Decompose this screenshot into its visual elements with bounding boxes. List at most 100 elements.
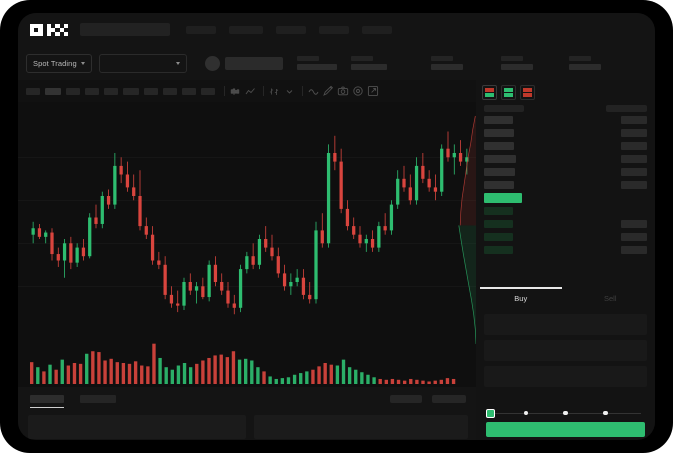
fullscreen-icon[interactable] [367,85,379,97]
slider-handle[interactable] [486,408,495,418]
candle-body [157,260,161,265]
toolbar-divider [224,86,225,96]
orders-tab-1[interactable] [30,395,64,408]
order-book-row[interactable] [484,206,647,215]
volume-bar [317,366,321,384]
volume-bar [451,378,456,384]
timeframe-option-5[interactable] [104,87,118,95]
volume-bar [36,367,40,384]
candle-body [352,226,356,235]
candle-body [458,153,463,162]
order-book-column-headers [476,100,655,112]
timeframe-option-6[interactable] [123,87,139,95]
volume-bar [97,352,101,384]
volume-bar [78,363,83,384]
spot-trading-dropdown[interactable]: Spot Trading [26,53,92,73]
nav-item-1[interactable] [186,25,216,34]
market-stat-3 [430,56,463,70]
stat-value [430,64,463,70]
volume-bar [421,380,425,384]
nav-item-2[interactable] [229,25,263,34]
order-book-row[interactable] [484,245,647,254]
order-book-price [484,141,514,150]
volume-bar [311,369,315,384]
orderbook-mode-bids[interactable] [501,85,516,100]
slider-step-dot[interactable] [563,410,568,416]
timeframe-option-8[interactable] [163,87,177,95]
order-book-row[interactable] [484,219,647,228]
order-book-row[interactable] [484,167,647,176]
volume-bar [415,379,419,384]
candle-body [364,239,368,244]
order-book-row[interactable] [484,128,647,137]
tab-sell[interactable]: Sell [603,293,617,303]
candle-body [31,228,35,235]
chevron-down-icon[interactable] [283,85,295,97]
buy-sell-tabs: Buy Sell [476,287,655,309]
volume-bar [60,359,64,384]
volume-bar [225,357,230,384]
timeframe-option-9[interactable] [182,87,196,95]
order-book-row[interactable] [484,115,647,124]
slider-step-dot[interactable] [523,410,529,416]
candle-body [427,178,431,188]
line-chart-icon[interactable] [244,85,256,97]
order-form-field-2[interactable] [484,340,647,361]
amount-percent-slider[interactable] [486,408,645,418]
orders-action-1[interactable] [390,395,422,403]
timeframe-option-10[interactable] [201,87,215,95]
order-book-row[interactable] [484,154,647,163]
order-form-field-1[interactable] [484,314,647,335]
order-book-amount-header [606,105,647,112]
orders-tabs [18,387,476,409]
logo-pixel [38,27,43,32]
submit-order-button[interactable] [486,422,645,437]
candle-body [282,273,287,287]
timeframe-option-2[interactable] [45,87,61,95]
timeframe-option-4[interactable] [85,87,99,95]
candle-body [194,286,199,291]
orders-action-2[interactable] [432,395,466,403]
volume-bar [188,367,193,384]
candlestick-chart-icon[interactable] [229,85,241,97]
bar-chart-icon[interactable] [268,85,280,97]
camera-icon[interactable] [337,85,349,97]
order-book-amount [621,180,647,189]
slider-step-dot[interactable] [603,410,608,416]
timeframe-list [26,87,220,95]
candle-body [383,226,387,231]
trading-pair-select[interactable] [98,53,187,73]
tab-buy[interactable]: Buy [476,287,566,309]
timeframe-option-1[interactable] [26,87,40,95]
candle-body [125,174,130,188]
candle-body [50,232,54,255]
wave-indicator-icon[interactable] [307,85,319,97]
candlestick-chart-canvas [18,115,476,384]
orders-tab-2[interactable] [80,395,116,403]
order-book-row[interactable] [484,180,647,189]
candle-body [289,282,293,287]
search-input[interactable] [80,23,170,36]
nav-item-3[interactable] [276,25,306,34]
timeframe-option-3[interactable] [66,87,80,95]
candle-body [396,178,400,205]
stat-value [568,64,601,70]
orderbook-mode-asks[interactable] [520,85,535,100]
order-book-row[interactable] [484,192,647,203]
order-book-row[interactable] [484,141,647,150]
candle-body [408,187,412,201]
nav-item-4[interactable] [319,25,349,34]
volume-bar [402,380,407,384]
nav-item-5[interactable] [362,25,392,34]
okx-logo[interactable] [30,23,68,36]
orderbook-mode-combined[interactable] [482,85,497,100]
logo-pixel [46,23,52,28]
order-form-field-3[interactable] [484,366,647,387]
settings-gear-icon[interactable] [352,85,364,97]
pencil-icon[interactable] [322,85,334,97]
price-chart[interactable] [18,102,476,387]
volume-bar [85,353,89,384]
timeframe-option-7[interactable] [144,87,158,95]
order-book-row[interactable] [484,232,647,241]
